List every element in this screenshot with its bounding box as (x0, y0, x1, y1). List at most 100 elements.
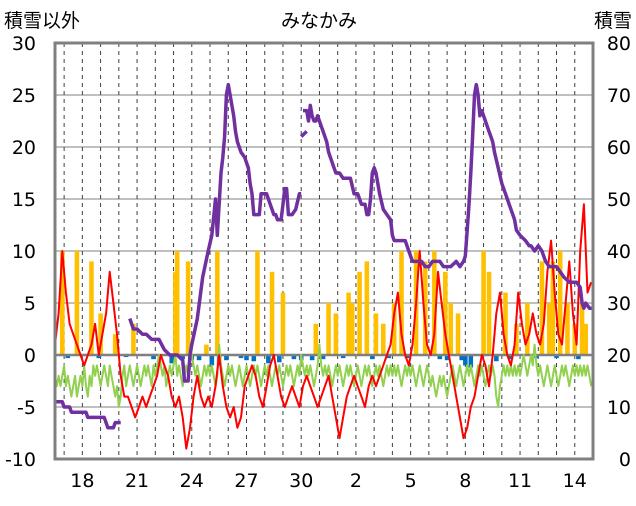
precipitation-bar (340, 355, 346, 359)
precipitation-bar (391, 303, 397, 355)
precipitation-bar (514, 323, 519, 355)
precipitation-bar (373, 313, 379, 355)
min-temperature-line (54, 343, 593, 408)
precipitation-bar (503, 292, 508, 355)
precipitation-bar (65, 355, 71, 359)
precipitation-bar (89, 261, 94, 355)
right-tick-label: 70 (607, 85, 631, 107)
precipitation-bar (486, 271, 492, 355)
precipitation-bar (280, 292, 286, 355)
right-tick-label: 20 (607, 345, 631, 367)
right-tick-label: 60 (607, 137, 631, 159)
precipitation-bar (455, 313, 461, 355)
precipitation-bar (404, 355, 410, 359)
precipitation-bar (320, 355, 326, 360)
x-tick-label: 2 (350, 470, 362, 492)
precipitation-bar (309, 355, 315, 361)
left-tick-label: -5 (17, 397, 36, 419)
precipitation-bar (209, 355, 215, 366)
precipitation-bar (386, 355, 392, 359)
precipitation-bar (96, 355, 102, 359)
precipitation-bar (266, 355, 271, 364)
precipitation-bar (432, 251, 437, 355)
precipitation-bar (554, 355, 559, 359)
chart-title: みなかみ (281, 10, 357, 32)
right-tick-label: 50 (607, 189, 631, 211)
precipitation-bar (74, 251, 80, 355)
precipitation-bar (508, 355, 514, 360)
precipitation-bar (557, 251, 563, 355)
precipitation-bar (442, 271, 448, 355)
precipitation-bar (481, 251, 486, 355)
precipitation-bar (539, 261, 545, 355)
precipitation-bar (444, 355, 450, 361)
precipitation-bar (238, 355, 244, 359)
precipitation-bar (60, 251, 65, 355)
left-tick-label: -10 (5, 449, 36, 471)
precipitation-bar (224, 355, 229, 361)
precipitation-bar (151, 355, 156, 360)
precipitation-bar (422, 261, 428, 355)
x-axis-tick-labels: 18 21 24 27 30 2 5 8 11 14 (70, 470, 587, 492)
right-tick-label: 30 (607, 293, 631, 315)
x-tick-label: 8 (459, 470, 471, 492)
precipitation-bar (112, 334, 118, 355)
precipitation-bar (572, 323, 578, 355)
left-tick-label: 15 (12, 189, 36, 211)
left-tick-label: 30 (12, 33, 36, 55)
precipitation-bar (380, 323, 386, 355)
precipitation-bar (313, 323, 319, 355)
precipitation-bar (448, 303, 454, 355)
left-tick-label: 20 (12, 137, 36, 159)
left-tick-label: 10 (12, 241, 36, 263)
precipitation-bar (463, 355, 468, 366)
precipitation-bar (180, 355, 185, 360)
precipitation-bar (565, 303, 570, 355)
precipitation-bar (269, 271, 275, 355)
precipitation-bar (349, 303, 355, 355)
right-axis-label: 積雪 (594, 10, 632, 32)
left-tick-label: 25 (12, 85, 36, 107)
precipitation-bar (494, 355, 499, 362)
left-tick-label: 5 (24, 293, 36, 315)
x-tick-label: 24 (180, 470, 204, 492)
precipitation-bar (357, 271, 362, 355)
precipitation-bar (174, 251, 180, 355)
precipitation-bar (251, 355, 257, 362)
precipitation-bar (546, 303, 552, 355)
precipitation-bar (131, 323, 136, 355)
left-axis-tick-labels: -10 -5 0 5 10 15 20 25 30 (5, 33, 36, 471)
precipitation-bar (576, 355, 581, 360)
right-tick-label: 10 (607, 397, 631, 419)
precipitation-bar (169, 355, 174, 364)
series-lines (54, 82, 593, 450)
left-tick-label: 0 (24, 345, 36, 367)
precipitation-bar (370, 355, 375, 360)
x-tick-label: 21 (125, 470, 149, 492)
precipitation-bar (525, 303, 530, 355)
precipitation-bar (255, 251, 260, 355)
left-axis-label: 積雪以外 (4, 10, 80, 32)
precipitation-bar (98, 313, 103, 355)
right-tick-label: 40 (607, 241, 631, 263)
plot-area-border (53, 41, 595, 461)
precipitation-bar (579, 303, 585, 355)
precipitation-bar (215, 251, 220, 355)
x-tick-label: 14 (563, 470, 587, 492)
precipitation-bar (399, 251, 404, 355)
max-temperature-line (54, 203, 593, 450)
x-tick-label: 27 (234, 470, 258, 492)
precipitation-bar (437, 355, 443, 360)
precipitation-bar (583, 323, 588, 355)
precipitation-bar (364, 261, 370, 355)
precipitation-bar (185, 261, 191, 355)
precipitation-bar (550, 261, 556, 355)
precipitation-bar (277, 355, 282, 363)
x-tick-label: 5 (405, 470, 417, 492)
right-tick-label: 0 (619, 449, 631, 471)
snow-depth-line (55, 82, 593, 430)
precipitation-bar (196, 355, 202, 361)
x-tick-label: 11 (508, 470, 532, 492)
